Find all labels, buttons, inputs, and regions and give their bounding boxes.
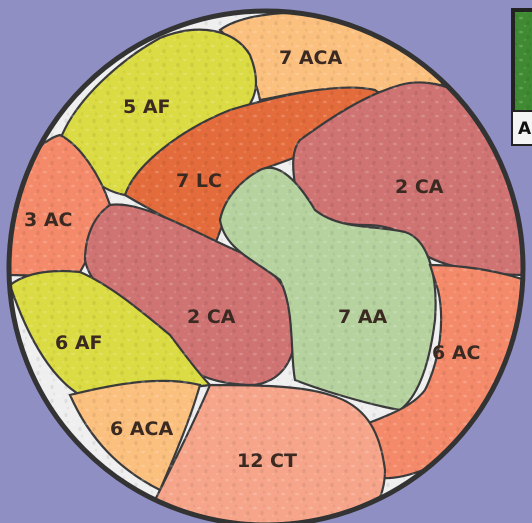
region-labels: 7 ACA 5 AF 7 LC 2 CA 3 AC 2 CA 7 AA 6 AF… bbox=[24, 47, 480, 472]
label-ac-left: 3 AC bbox=[24, 209, 72, 231]
disc-rim bbox=[6, 8, 526, 523]
label-aa: 7 AA bbox=[338, 306, 388, 328]
label-aca-bottom: 6 ACA bbox=[110, 418, 173, 440]
label-af-bottom: 6 AF bbox=[55, 332, 103, 354]
label-lc: 7 LC bbox=[176, 170, 222, 192]
label-af-top: 5 AF bbox=[123, 96, 171, 118]
inset-letter-label: A bbox=[518, 119, 532, 139]
label-aca-top: 7 ACA bbox=[279, 47, 342, 69]
texture-overlay bbox=[9, 11, 523, 523]
label-ca-right: 2 CA bbox=[395, 176, 444, 198]
inset-thumbnail: A bbox=[511, 8, 532, 146]
label-ac-right: 6 AC bbox=[432, 342, 480, 364]
label-ca-center: 2 CA bbox=[187, 306, 236, 328]
label-ct: 12 CT bbox=[237, 450, 297, 472]
